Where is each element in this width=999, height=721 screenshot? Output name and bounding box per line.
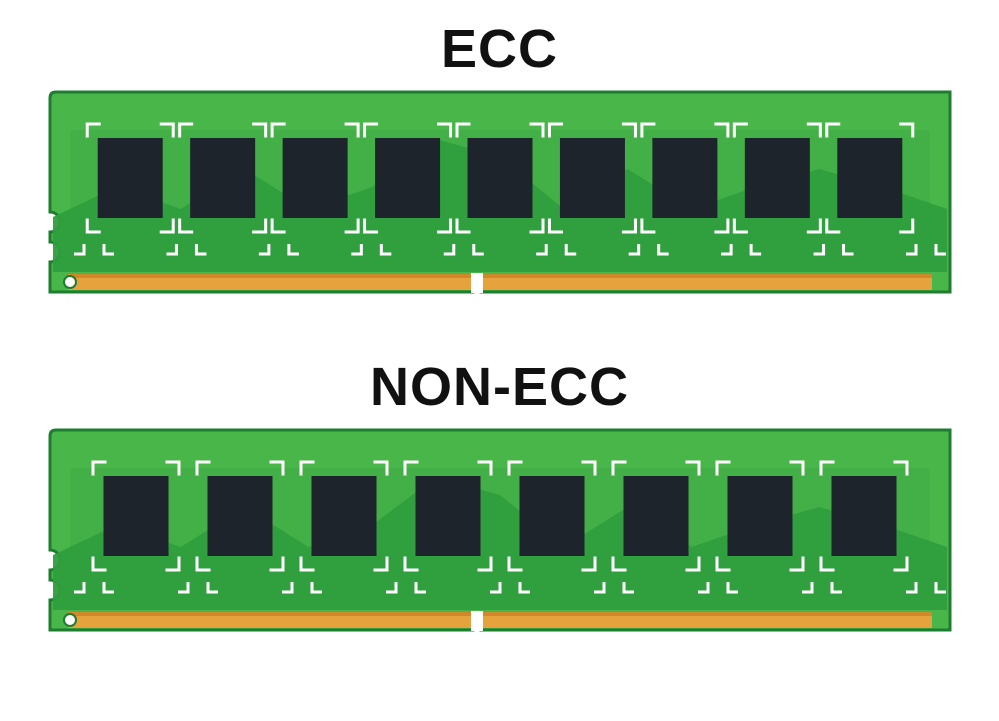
non-ecc-title: NON-ECC [46, 356, 954, 418]
ecc-section: ECC [46, 0, 954, 308]
ecc-title: ECC [46, 18, 954, 80]
ecc-ram-stick [46, 88, 954, 308]
non-ecc-ram-stick [46, 426, 954, 646]
non-ecc-section: NON-ECC [46, 338, 954, 646]
